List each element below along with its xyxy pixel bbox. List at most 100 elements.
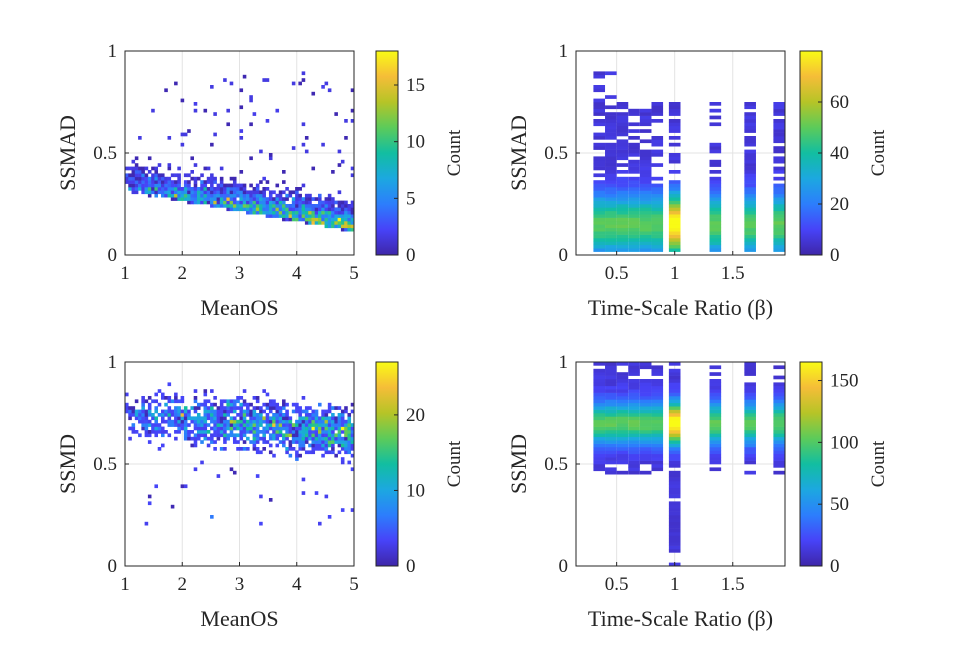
heatmap-cell bbox=[628, 440, 640, 444]
heatmap-cells bbox=[593, 362, 785, 567]
heatmap-cell bbox=[651, 244, 664, 249]
heatmap-cell bbox=[327, 416, 332, 421]
heatmap-cell bbox=[190, 170, 194, 174]
heatmap-cell bbox=[668, 217, 681, 222]
heatmap-cell bbox=[131, 187, 136, 191]
heatmap-cell bbox=[278, 200, 283, 205]
heatmap-cell bbox=[668, 504, 681, 509]
heatmap-cell bbox=[239, 416, 244, 421]
heatmap-cell bbox=[773, 450, 785, 455]
heatmap-cell bbox=[206, 193, 211, 198]
heatmap-cell bbox=[141, 426, 145, 431]
heatmap-cell bbox=[180, 416, 185, 421]
heatmap-cell bbox=[350, 430, 355, 434]
heatmap-cell bbox=[773, 457, 785, 461]
heatmap-cell bbox=[744, 193, 756, 198]
heatmap-cell bbox=[190, 200, 194, 205]
heatmap-cell bbox=[164, 409, 168, 414]
heatmap-cell bbox=[278, 193, 283, 198]
heatmap-cell bbox=[628, 108, 640, 113]
heatmap-cell bbox=[232, 423, 237, 427]
heatmap-cell bbox=[651, 139, 664, 144]
heatmap-cell bbox=[605, 183, 617, 188]
heatmap-cell bbox=[350, 508, 355, 512]
heatmap-cell bbox=[709, 244, 722, 249]
heatmap-cell bbox=[255, 423, 260, 427]
heatmap-cell bbox=[301, 440, 306, 444]
x-axis-label: Time-Scale Ratio (β) bbox=[588, 606, 773, 631]
heatmap-cell bbox=[593, 409, 606, 414]
heatmap-cell bbox=[628, 163, 640, 167]
y-axis-label: SSMAD bbox=[55, 115, 80, 191]
x-tick-label: 1.5 bbox=[721, 263, 745, 284]
heatmap-cell bbox=[331, 207, 335, 212]
heatmap-cell bbox=[628, 423, 640, 427]
heatmap-cell bbox=[239, 170, 244, 174]
heatmap-cell bbox=[131, 423, 136, 427]
heatmap-cell bbox=[219, 419, 224, 424]
heatmap-cell bbox=[347, 433, 352, 438]
heatmap-cell bbox=[337, 419, 342, 424]
heatmap-cell bbox=[340, 416, 345, 421]
heatmap-cell bbox=[160, 409, 165, 414]
heatmap-cell bbox=[321, 204, 325, 208]
heatmap-cell bbox=[324, 423, 329, 427]
heatmap-cell bbox=[301, 416, 306, 421]
heatmap-cell bbox=[304, 217, 309, 222]
heatmap-cell bbox=[318, 433, 322, 438]
heatmap-cell bbox=[239, 187, 244, 191]
heatmap-cell bbox=[668, 375, 681, 380]
heatmap-cell bbox=[668, 515, 681, 519]
heatmap-cell bbox=[213, 440, 217, 444]
heatmap-cell bbox=[226, 409, 230, 414]
y-axis-label: SSMAD bbox=[506, 115, 531, 191]
heatmap-cell bbox=[327, 402, 332, 407]
heatmap-cell bbox=[249, 95, 253, 99]
heatmap-cell bbox=[298, 440, 302, 444]
heatmap-cell bbox=[304, 416, 309, 421]
y-tick-label: 1 bbox=[559, 352, 569, 373]
heatmap-cell bbox=[177, 193, 181, 198]
heatmap-cell bbox=[246, 436, 250, 441]
heatmap-cell bbox=[668, 443, 681, 448]
heatmap-cell bbox=[262, 197, 266, 201]
heatmap-cell bbox=[147, 413, 152, 417]
heatmap-cell bbox=[268, 402, 273, 407]
heatmap-cell bbox=[210, 183, 214, 188]
heatmap-cell bbox=[295, 453, 299, 458]
x-tick-label: 4 bbox=[292, 263, 302, 284]
heatmap-cell bbox=[605, 419, 617, 424]
heatmap-cell bbox=[331, 210, 335, 215]
heatmap-cell bbox=[314, 440, 319, 444]
heatmap-cell bbox=[203, 413, 208, 417]
heatmap-cell bbox=[160, 396, 165, 400]
heatmap-cell bbox=[668, 224, 681, 229]
heatmap-cell bbox=[160, 173, 165, 178]
heatmap-cell bbox=[249, 423, 253, 427]
heatmap-cell bbox=[616, 214, 629, 218]
heatmap-cell bbox=[628, 457, 640, 461]
heatmap-cell bbox=[144, 166, 149, 171]
heatmap-cell bbox=[605, 450, 617, 455]
heatmap-cell bbox=[651, 119, 664, 123]
heatmap-cell bbox=[249, 402, 253, 407]
heatmap-cell bbox=[593, 214, 606, 218]
heatmap-cell bbox=[331, 197, 335, 201]
heatmap-cell bbox=[219, 180, 224, 184]
heatmap-cell bbox=[593, 457, 606, 461]
heatmap-cell bbox=[337, 163, 342, 167]
heatmap-cell bbox=[651, 399, 664, 404]
heatmap-cell bbox=[249, 98, 253, 103]
heatmap-cell bbox=[154, 392, 159, 397]
heatmap-cell bbox=[651, 238, 664, 242]
heatmap-cell bbox=[200, 440, 204, 444]
heatmap-cell bbox=[272, 210, 276, 215]
heatmap-cell bbox=[229, 423, 234, 427]
heatmap-cell bbox=[668, 136, 681, 140]
heatmap-cell bbox=[593, 183, 606, 188]
heatmap-cell bbox=[651, 443, 664, 448]
heatmap-cell bbox=[668, 122, 681, 127]
heatmap-cell bbox=[651, 210, 664, 215]
heatmap-cell bbox=[304, 197, 309, 201]
